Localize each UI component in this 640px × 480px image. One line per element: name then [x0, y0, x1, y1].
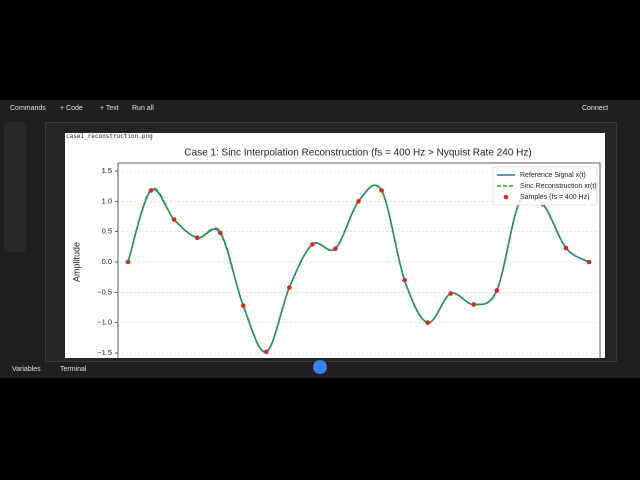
side-bar: [4, 122, 26, 252]
y-tick-label: −0.5: [97, 287, 112, 296]
commands-button[interactable]: Commands: [10, 105, 46, 112]
connect-button[interactable]: Connect: [582, 105, 609, 112]
y-tick-label: 0.0: [102, 257, 112, 266]
y-tick-label: 1.5: [102, 166, 112, 175]
signal-line: [127, 184, 590, 353]
sample-point: [379, 188, 384, 193]
sample-point: [471, 302, 477, 307]
sample-point: [356, 199, 361, 204]
sample-point: [310, 242, 315, 247]
chart: Case 1: Sinc Interpolation Reconstructio…: [71, 148, 601, 358]
plot-frame: [117, 162, 601, 358]
sample-point: [287, 285, 292, 290]
sample-point: [563, 245, 569, 251]
sample-point: [425, 320, 430, 325]
sample-point: [333, 246, 338, 251]
toolbar: [0, 100, 640, 118]
sample-point: [148, 188, 154, 193]
y-tick-label: 1.0: [102, 196, 112, 205]
legend-marker: [503, 194, 509, 200]
run-all-button[interactable]: Run all: [132, 105, 154, 112]
y-tick-label: −1.0: [97, 318, 112, 327]
sample-point: [448, 291, 454, 296]
signal-line: [127, 184, 590, 353]
y-tick-label: 0.5: [102, 227, 112, 236]
sample-point: [264, 349, 269, 355]
legend-box: [492, 166, 598, 206]
legend-label: Reference Signal x(t): [520, 172, 586, 179]
sample-point: [125, 259, 131, 265]
sample-point: [586, 259, 592, 265]
legend-label: Samples (fs = 400 Hz): [520, 194, 589, 201]
variables-button[interactable]: Variables: [12, 366, 41, 373]
add-code-button[interactable]: + Code: [60, 105, 83, 112]
sample-point: [402, 277, 407, 283]
y-tick-label: −1.5: [97, 348, 112, 357]
chart-title: Case 1: Sinc Interpolation Reconstructio…: [184, 148, 531, 159]
terminal-button[interactable]: Terminal: [60, 366, 87, 373]
fab[interactable]: [313, 360, 327, 374]
image-caption: case1_reconstruction.png: [66, 133, 153, 140]
sample-point: [240, 303, 246, 308]
legend-label: Sinc Reconstruction xr(t): [520, 183, 597, 190]
sample-point: [494, 288, 500, 293]
add-text-button[interactable]: + Text: [100, 105, 119, 112]
sample-point: [217, 230, 223, 236]
y-axis-label: Amplitude: [71, 242, 81, 282]
sample-point: [171, 217, 177, 222]
sample-point: [194, 235, 200, 241]
